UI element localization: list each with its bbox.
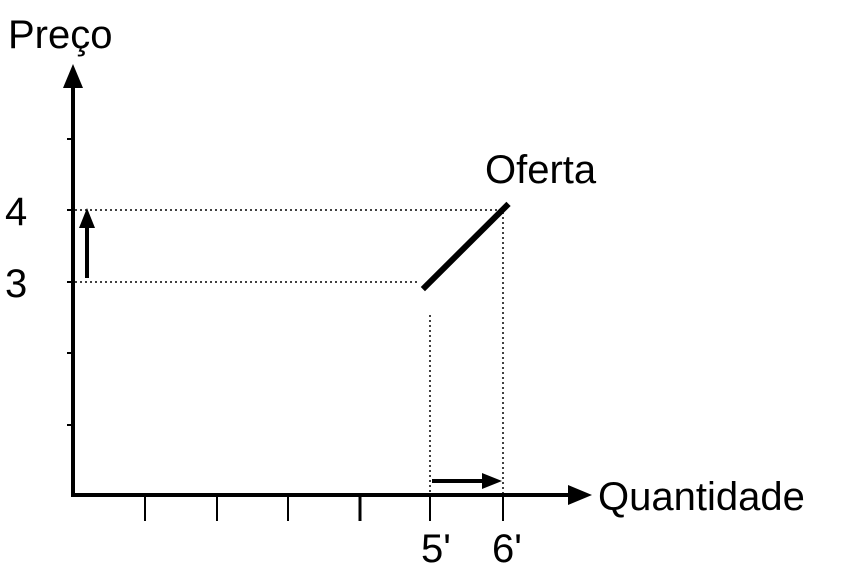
x-tick-label: 6' bbox=[492, 527, 522, 567]
x-axis-title: Quantidade bbox=[598, 475, 805, 519]
x-tick-label: 5' bbox=[421, 527, 451, 567]
quantity-increase-arrowhead bbox=[482, 473, 502, 489]
supply-curve-label: Oferta bbox=[485, 148, 597, 192]
y-axis-title: Preço bbox=[8, 13, 113, 57]
x-axis-arrowhead bbox=[568, 485, 592, 505]
y-tick-label: 4 bbox=[5, 190, 27, 234]
y-axis-arrowhead bbox=[63, 64, 83, 88]
y-tick-label: 3 bbox=[5, 262, 27, 306]
price-increase-arrowhead bbox=[79, 208, 95, 228]
supply-curve bbox=[420, 201, 511, 292]
